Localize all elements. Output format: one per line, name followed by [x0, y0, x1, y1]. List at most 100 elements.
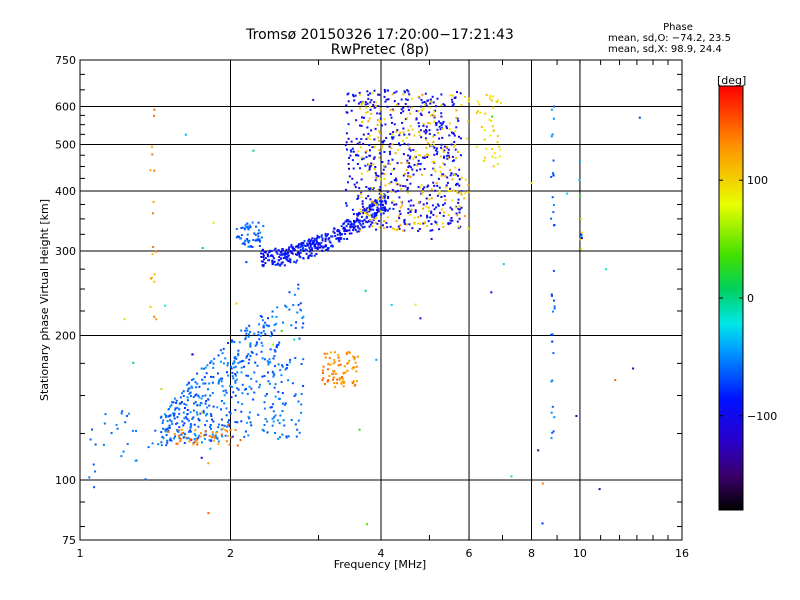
data-point [259, 231, 262, 234]
data-point [371, 221, 374, 224]
data-point [391, 136, 393, 139]
data-point [302, 358, 305, 361]
data-point [373, 168, 376, 170]
data-point [376, 206, 379, 209]
data-point [245, 356, 248, 359]
data-point [181, 432, 184, 435]
data-point [406, 98, 409, 101]
data-point [227, 362, 229, 365]
data-point [418, 134, 421, 137]
data-point [209, 361, 212, 364]
data-point [451, 219, 454, 222]
data-point [360, 191, 363, 194]
data-point [231, 375, 234, 378]
data-point [406, 191, 409, 194]
data-point [173, 437, 175, 440]
data-point [257, 229, 260, 232]
data-point [408, 148, 411, 151]
data-point [355, 154, 357, 157]
data-point [361, 202, 364, 205]
data-point [353, 356, 356, 359]
data-point [302, 250, 305, 252]
data-point [356, 217, 359, 220]
data-point [381, 140, 384, 143]
phase-stats-x: mean, sd,X: 98.9, 24.4 [608, 44, 722, 55]
data-point [210, 439, 213, 442]
data-point [210, 427, 212, 430]
data-point [239, 360, 242, 363]
data-point [458, 205, 461, 208]
data-point [249, 342, 252, 345]
data-point [320, 235, 323, 238]
data-point [372, 208, 375, 211]
data-point [440, 196, 443, 198]
data-point [430, 114, 433, 117]
data-point [267, 371, 269, 374]
data-point [430, 188, 433, 191]
data-point [290, 418, 293, 421]
data-point [352, 355, 355, 358]
data-point [413, 134, 416, 137]
data-point [375, 228, 378, 231]
data-point [176, 406, 179, 409]
data-point [336, 378, 339, 381]
data-point [348, 352, 351, 354]
data-point [347, 223, 350, 225]
data-point [378, 149, 381, 151]
data-point [342, 226, 345, 229]
data-point [247, 226, 250, 229]
data-point [389, 113, 392, 116]
data-point [459, 92, 462, 95]
data-point [345, 141, 348, 144]
data-point [428, 132, 431, 135]
data-point [302, 257, 305, 260]
data-point [356, 230, 359, 233]
data-point [288, 291, 291, 294]
data-point [451, 104, 454, 107]
data-point [370, 162, 373, 165]
data-point [398, 183, 401, 186]
data-point [310, 252, 313, 255]
data-point [375, 204, 378, 206]
data-point [339, 231, 341, 234]
data-point [447, 148, 450, 151]
data-point [383, 226, 386, 229]
data-point [346, 369, 349, 372]
data-point [226, 434, 229, 437]
data-point [315, 238, 318, 241]
data-point [397, 102, 400, 105]
data-point [183, 433, 186, 436]
data-point [389, 150, 391, 153]
data-point [455, 212, 458, 215]
data-point [551, 294, 553, 297]
data-point [447, 214, 450, 217]
data-point [440, 93, 443, 96]
x-tick-label: 4 [378, 547, 385, 560]
data-point [632, 367, 635, 370]
data-point [251, 351, 254, 354]
data-point [178, 434, 181, 437]
data-point [420, 98, 423, 101]
data-point [451, 199, 454, 202]
data-point [390, 147, 393, 150]
data-point [271, 424, 274, 427]
data-point [346, 148, 348, 151]
y-axis-label: Stationary phase Virtual Height [km] [38, 199, 51, 401]
data-point [373, 202, 376, 205]
data-point [431, 161, 434, 164]
data-point [406, 117, 408, 120]
data-point [223, 394, 226, 397]
data-point [94, 470, 97, 473]
data-point [328, 375, 331, 377]
data-point [344, 371, 347, 374]
data-point [402, 174, 405, 177]
data-point [396, 148, 399, 151]
data-point [415, 169, 418, 172]
data-point [364, 289, 367, 292]
data-point [311, 237, 314, 240]
data-point [324, 245, 326, 248]
data-point [167, 430, 170, 433]
data-point [164, 304, 167, 307]
data-point [154, 250, 157, 253]
data-point [348, 229, 351, 232]
